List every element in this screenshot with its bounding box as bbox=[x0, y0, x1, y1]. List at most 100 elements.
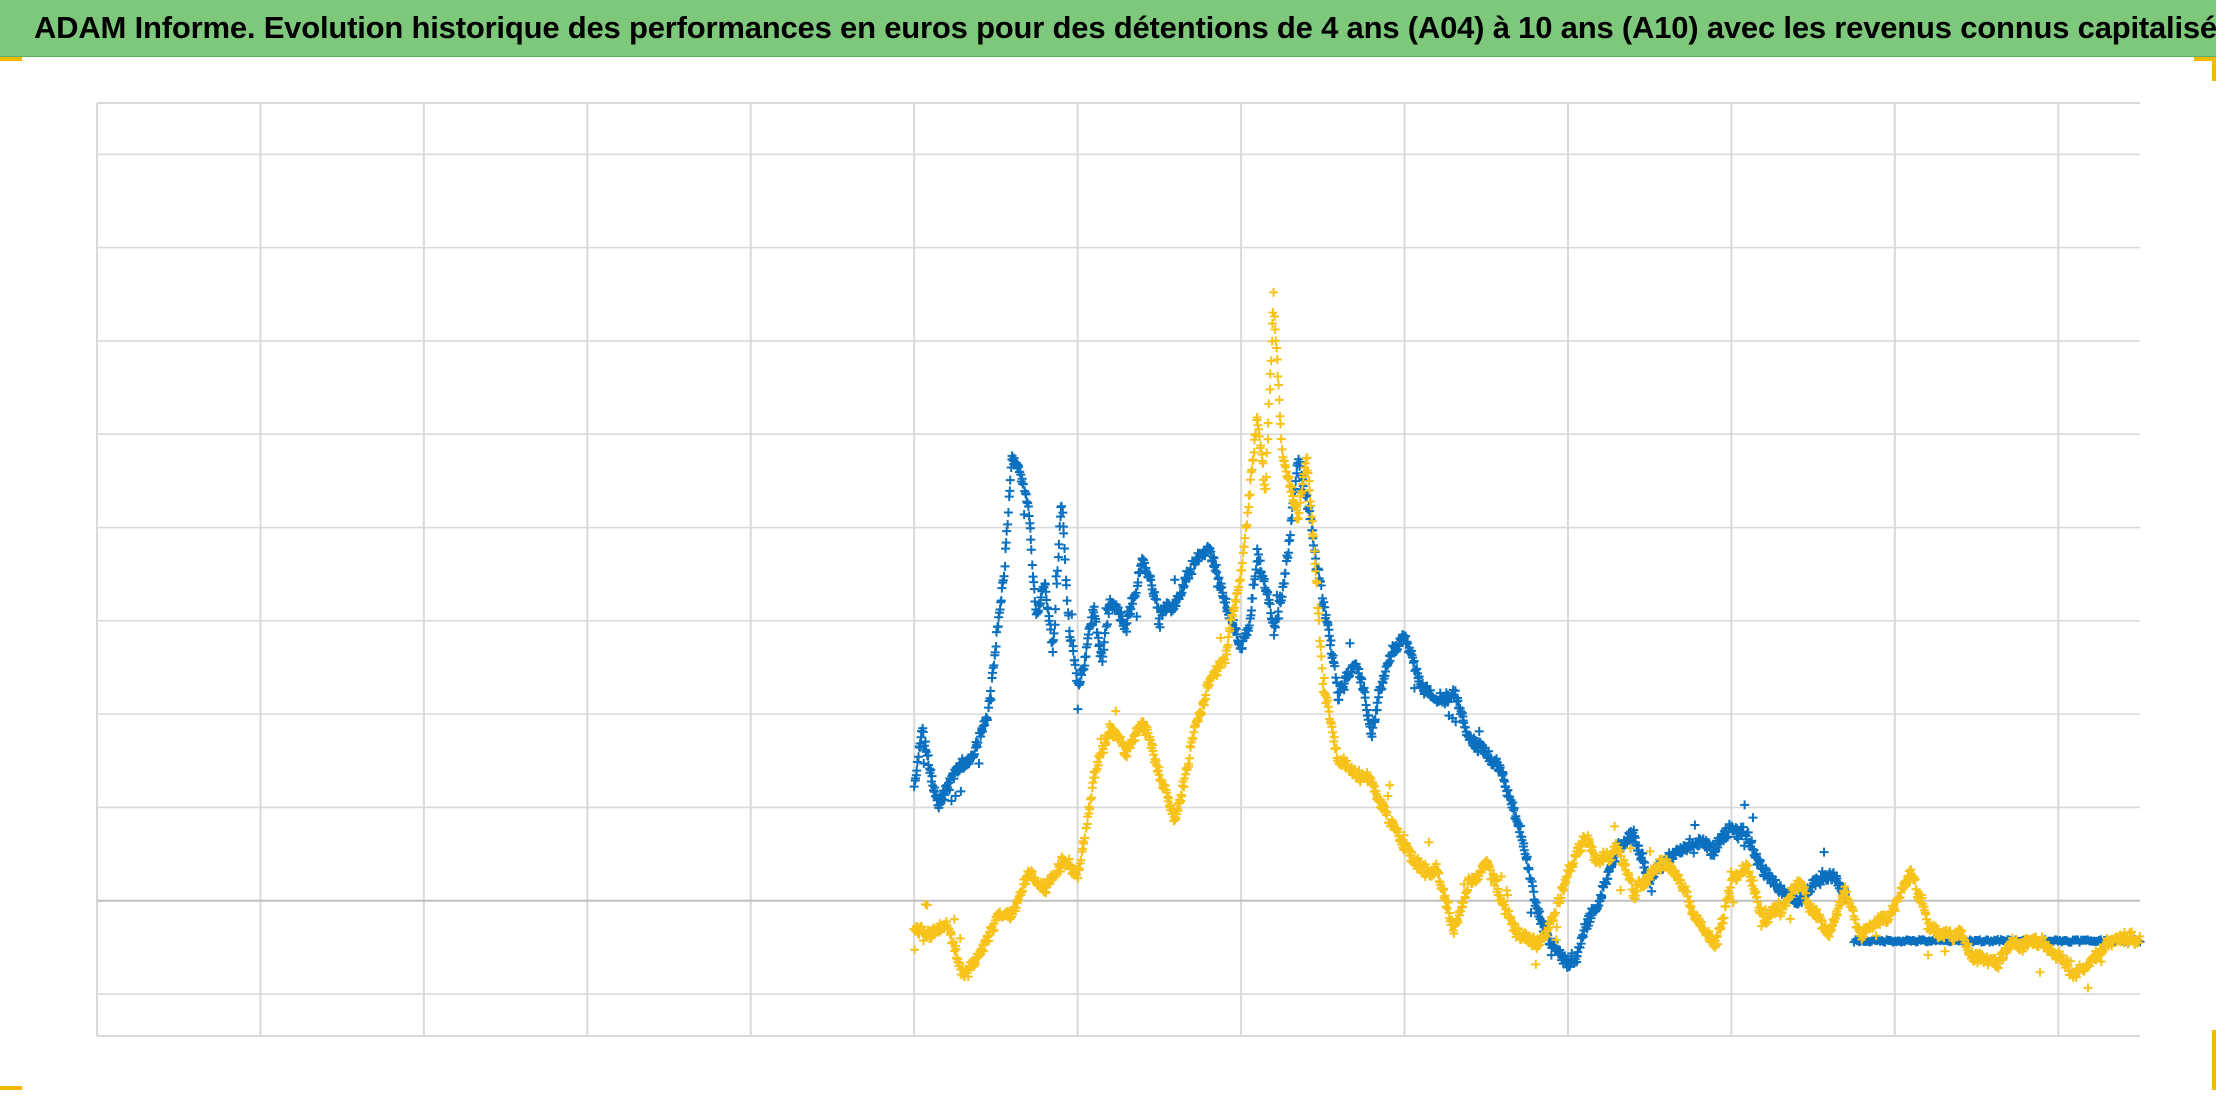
series-1-point bbox=[1538, 917, 1548, 927]
series-2-point bbox=[1305, 485, 1315, 495]
series-2-point bbox=[955, 933, 965, 943]
series-2-point bbox=[1704, 926, 1714, 936]
series-1-point bbox=[1068, 646, 1078, 656]
series-2-point bbox=[1491, 875, 1501, 885]
series-2-point bbox=[1262, 448, 1272, 458]
series-1-point bbox=[1374, 692, 1384, 702]
series-2-point bbox=[1197, 709, 1207, 719]
series-2-point bbox=[1080, 833, 1090, 843]
series-2-point bbox=[1252, 412, 1262, 422]
series-2-point bbox=[1277, 444, 1287, 454]
series-2-point bbox=[2066, 956, 2076, 966]
series-2-point bbox=[1130, 735, 1140, 745]
series-2-point bbox=[1223, 640, 1233, 650]
series-1-point bbox=[1131, 588, 1141, 598]
series-2-point bbox=[1317, 663, 1327, 673]
series-1-point bbox=[1075, 677, 1085, 687]
series-1-point bbox=[1152, 595, 1162, 605]
series-1-point bbox=[1403, 638, 1413, 648]
series-2-point bbox=[1179, 782, 1189, 792]
series-2-point bbox=[1940, 946, 1950, 956]
series-2-point bbox=[1245, 475, 1255, 485]
series-2-point bbox=[1719, 913, 1729, 923]
series-2-point bbox=[1385, 780, 1395, 790]
series-2-point bbox=[1799, 882, 1809, 892]
series-1-point bbox=[930, 783, 940, 793]
corner-accent-bottom-right bbox=[2212, 1030, 2216, 1090]
series-2-point bbox=[1122, 752, 1132, 762]
series-1-point bbox=[1376, 685, 1386, 695]
series-2-point bbox=[1439, 884, 1449, 894]
series-2-point bbox=[2083, 983, 2093, 993]
series-2-point bbox=[2107, 941, 2117, 951]
series-2-point bbox=[1443, 897, 1453, 907]
series-2-point bbox=[1240, 533, 1250, 543]
series-2-point bbox=[1162, 788, 1172, 798]
series-2-point bbox=[1631, 891, 1641, 901]
series-1-point bbox=[1450, 686, 1460, 696]
series-1-point bbox=[1748, 813, 1758, 823]
series-1-point bbox=[1061, 580, 1071, 590]
series-2-point bbox=[1399, 830, 1409, 840]
series-1-point bbox=[1000, 561, 1010, 571]
series-1-point bbox=[1048, 647, 1058, 657]
series-2-point bbox=[1645, 875, 1655, 885]
series-1-point bbox=[1214, 573, 1224, 583]
series-2-point bbox=[1508, 918, 1518, 928]
series-2-point bbox=[1328, 727, 1338, 737]
series-1-point bbox=[1277, 592, 1287, 602]
series-1-point bbox=[1100, 628, 1110, 638]
series-1-point bbox=[1367, 732, 1377, 742]
series-1-point bbox=[1354, 664, 1364, 674]
series-1-point bbox=[1484, 746, 1494, 756]
series-1-point bbox=[1305, 506, 1315, 516]
series-1-point bbox=[974, 759, 984, 769]
series-2-point bbox=[1267, 319, 1277, 329]
series-1-point bbox=[1019, 509, 1029, 519]
series-2-point bbox=[2035, 967, 2045, 977]
series-2-point bbox=[1531, 959, 1541, 969]
series-1-point bbox=[1391, 646, 1401, 656]
series-2-point bbox=[1551, 908, 1561, 918]
series-2-point bbox=[1383, 791, 1393, 801]
series-2-point bbox=[1275, 411, 1285, 421]
series-1-point bbox=[1043, 604, 1053, 614]
series-1-point bbox=[946, 796, 956, 806]
series-1-point bbox=[1252, 544, 1262, 554]
series-2-point bbox=[1231, 597, 1241, 607]
series-1-point bbox=[1248, 593, 1258, 603]
series-2-point bbox=[1261, 472, 1271, 482]
series-2-point bbox=[1216, 633, 1226, 643]
series-2-point bbox=[1073, 873, 1083, 883]
series-2-point bbox=[1499, 900, 1509, 910]
series-2-point bbox=[2135, 931, 2145, 941]
series-2-point bbox=[1316, 651, 1326, 661]
series-2-point bbox=[1812, 905, 1822, 915]
series-1-point bbox=[1018, 479, 1028, 489]
series-1-point bbox=[918, 727, 928, 737]
series-1-point bbox=[1638, 849, 1648, 859]
series-1-point bbox=[1747, 836, 1757, 846]
series-1-point bbox=[1689, 848, 1699, 858]
series-2-point bbox=[1249, 447, 1259, 457]
series-2-point bbox=[1237, 558, 1247, 568]
series-1-point bbox=[986, 686, 996, 696]
series-2-point bbox=[1276, 434, 1286, 444]
series-2-point bbox=[1890, 906, 1900, 916]
series-1-point bbox=[1474, 726, 1484, 736]
series-1-point bbox=[1522, 852, 1532, 862]
series-2-point bbox=[1616, 885, 1626, 895]
series-2-point bbox=[1244, 502, 1254, 512]
title-bar: ADAM Informe. Evolution historique des p… bbox=[0, 0, 2216, 57]
series-1-point bbox=[1217, 582, 1227, 592]
series-1-point bbox=[986, 695, 996, 705]
series-2-point bbox=[949, 914, 959, 924]
series-2-point bbox=[1963, 939, 1973, 949]
series-2-point bbox=[1748, 876, 1758, 886]
series-2-point bbox=[1302, 453, 1312, 463]
series-1-point bbox=[1177, 588, 1187, 598]
series-2-point bbox=[1093, 760, 1103, 770]
series-1-point bbox=[1508, 797, 1518, 807]
series-2-point bbox=[1884, 914, 1894, 924]
series-1-point bbox=[1026, 545, 1036, 555]
